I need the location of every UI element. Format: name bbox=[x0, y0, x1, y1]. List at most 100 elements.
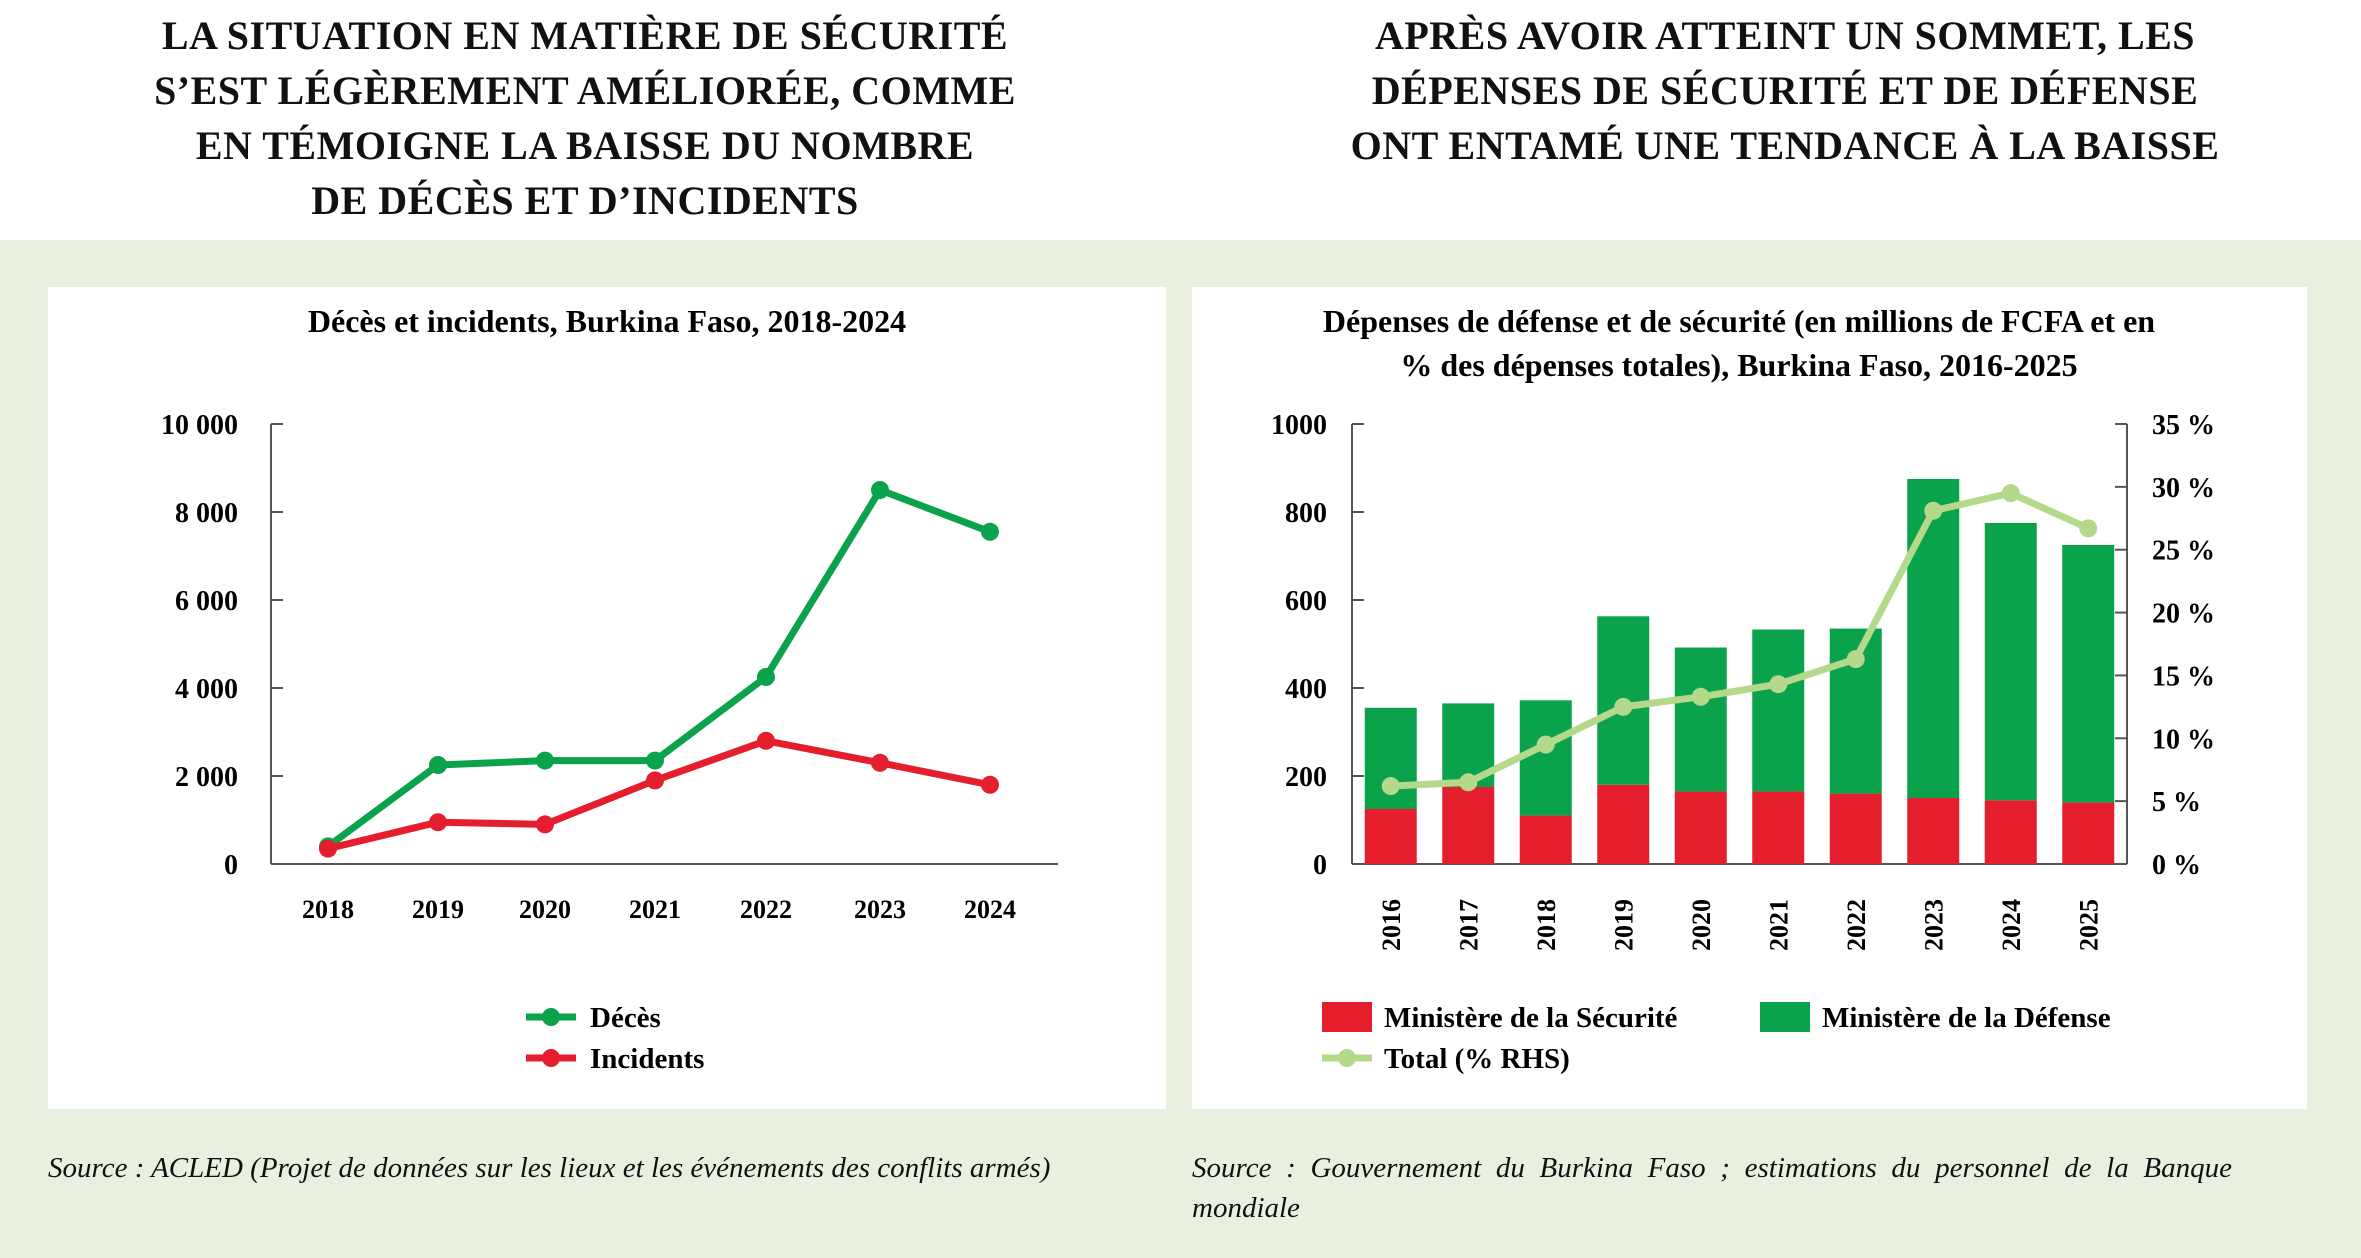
y2-tick-label: 25 % bbox=[2152, 536, 2215, 567]
y-tick-label: 10 000 bbox=[161, 410, 238, 441]
data-point bbox=[2001, 484, 2020, 503]
bar-securite bbox=[1597, 784, 1650, 864]
x-tick-label: 2025 bbox=[2074, 899, 2103, 951]
headline-left: LA SITUATION EN MATIÈRE DE SÉCURITÉ S’ES… bbox=[40, 8, 1130, 228]
legend-label: Incidents bbox=[590, 1043, 704, 1075]
source-note-left: Source : ACLED (Projet de données sur le… bbox=[48, 1152, 1051, 1184]
chart-title: Dépenses de défense et de sécurité (en m… bbox=[1323, 303, 2155, 383]
y-tick-label: 400 bbox=[1285, 674, 1327, 705]
bar-defense bbox=[1752, 629, 1805, 792]
legend-marker bbox=[542, 1008, 560, 1026]
y-tick-label: 600 bbox=[1285, 586, 1327, 617]
legend-label: Ministère de la Sécurité bbox=[1384, 1002, 1678, 1034]
headline-right: APRÈS AVOIR ATTEINT UN SOMMET, LES DÉPEN… bbox=[1240, 8, 2330, 173]
x-tick-label: 2023 bbox=[1919, 899, 1948, 951]
legend-swatch-securite bbox=[1322, 1002, 1372, 1032]
data-point bbox=[981, 522, 999, 541]
data-point bbox=[871, 753, 889, 772]
bar-defense bbox=[1907, 479, 1960, 798]
headline-left-line: EN TÉMOIGNE LA BAISSE DU NOMBRE bbox=[195, 123, 975, 168]
data-point bbox=[429, 813, 447, 832]
x-tick-label: 2022 bbox=[740, 895, 792, 924]
bar-securite bbox=[1752, 791, 1805, 864]
bar-defense bbox=[1519, 700, 1572, 816]
headline-left-line: LA SITUATION EN MATIÈRE DE SÉCURITÉ bbox=[161, 13, 1009, 58]
headline-right-line: APRÈS AVOIR ATTEINT UN SOMMET, LES bbox=[1374, 13, 2196, 58]
x-tick-label: 2020 bbox=[519, 895, 571, 924]
data-point bbox=[1614, 697, 1633, 716]
bar-securite bbox=[2062, 802, 2115, 864]
x-tick-label: 2021 bbox=[629, 895, 681, 924]
legend-marker bbox=[542, 1049, 560, 1067]
headline-left-line: S’EST LÉGÈREMENT AMÉLIORÉE, COMME bbox=[154, 68, 1016, 113]
data-point bbox=[1846, 650, 1865, 669]
bar-defense bbox=[2062, 545, 2115, 803]
y-tick-label: 1000 bbox=[1271, 410, 1327, 441]
y2-tick-label: 0 % bbox=[2152, 850, 2201, 881]
bar-securite bbox=[1674, 791, 1727, 864]
x-tick-label: 2019 bbox=[1609, 899, 1638, 951]
legend-swatch-defense bbox=[1760, 1002, 1810, 1032]
headline-right-line: ONT ENTAMÉ UNE TENDANCE À LA BAISSE bbox=[1350, 123, 2220, 168]
bar-securite bbox=[1829, 793, 1882, 864]
x-tick-label: 2024 bbox=[1997, 899, 2026, 951]
y-tick-label: 800 bbox=[1285, 498, 1327, 529]
x-tick-label: 2021 bbox=[1764, 899, 1793, 951]
bar-defense bbox=[1674, 647, 1727, 792]
data-point bbox=[1459, 773, 1478, 792]
data-point bbox=[646, 751, 664, 770]
legend-label: Total (% RHS) bbox=[1384, 1043, 1570, 1075]
y-tick-label: 8 000 bbox=[175, 498, 238, 529]
line-chart: Décès et incidents, Burkina Faso, 2018-2… bbox=[161, 303, 1058, 1075]
x-tick-label: 2018 bbox=[1532, 899, 1561, 951]
x-tick-label: 2020 bbox=[1687, 899, 1716, 951]
data-point bbox=[319, 839, 337, 858]
headline-right-line: DÉPENSES DE SÉCURITÉ ET DE DÉFENSE bbox=[1371, 68, 2199, 113]
data-point bbox=[757, 731, 775, 750]
bar-securite bbox=[1519, 815, 1572, 864]
series-line-total bbox=[1390, 489, 2090, 790]
bar-securite bbox=[1364, 809, 1417, 864]
legend-marker bbox=[1338, 1049, 1356, 1067]
data-point bbox=[981, 775, 999, 794]
y-tick-label: 0 bbox=[1313, 850, 1327, 881]
data-point bbox=[2079, 519, 2098, 538]
y-tick-label: 6 000 bbox=[175, 586, 238, 617]
y-tick-label: 2 000 bbox=[175, 762, 238, 793]
data-point bbox=[646, 771, 664, 790]
source-note-right: Source : Gouvernement du Burkina Faso ; … bbox=[1192, 1152, 2232, 1224]
y2-tick-label: 15 % bbox=[2152, 661, 2215, 692]
x-tick-label: 2016 bbox=[1377, 899, 1406, 951]
y-tick-label: 4 000 bbox=[175, 674, 238, 705]
y2-tick-label: 30 % bbox=[2152, 473, 2215, 504]
y2-tick-label: 20 % bbox=[2152, 599, 2215, 630]
headline-left-line: DE DÉCÈS ET D’INCIDENTS bbox=[311, 178, 859, 223]
data-point bbox=[871, 481, 889, 499]
bar-securite bbox=[1907, 798, 1960, 864]
chart-panel-right: Dépenses de défense et de sécurité (en m… bbox=[1192, 287, 2307, 1109]
y-tick-label: 200 bbox=[1285, 762, 1327, 793]
bar-chart: Dépenses de défense et de sécurité (en m… bbox=[1271, 303, 2215, 1075]
series-line-décès bbox=[325, 486, 992, 850]
bar-defense bbox=[1984, 523, 2037, 801]
y-tick-label: 0 bbox=[224, 850, 238, 881]
data-point bbox=[757, 668, 775, 686]
data-point bbox=[1924, 501, 1943, 520]
data-point bbox=[429, 756, 447, 774]
y2-tick-label: 35 % bbox=[2152, 410, 2215, 441]
x-tick-label: 2023 bbox=[854, 895, 906, 924]
x-tick-label: 2017 bbox=[1454, 899, 1483, 951]
data-point bbox=[536, 815, 554, 834]
y2-tick-label: 5 % bbox=[2152, 787, 2201, 818]
data-point bbox=[1536, 735, 1555, 754]
bar-securite bbox=[1984, 800, 2037, 864]
legend-label: Décès bbox=[590, 1002, 661, 1034]
legend-label: Ministère de la Défense bbox=[1822, 1002, 2111, 1034]
bar-securite bbox=[1442, 787, 1495, 864]
data-point bbox=[1381, 777, 1400, 796]
data-point bbox=[536, 751, 554, 770]
chart-title: Décès et incidents, Burkina Faso, 2018-2… bbox=[308, 303, 906, 339]
x-tick-label: 2022 bbox=[1842, 899, 1871, 951]
data-point bbox=[1691, 687, 1710, 706]
x-tick-label: 2024 bbox=[964, 895, 1016, 924]
